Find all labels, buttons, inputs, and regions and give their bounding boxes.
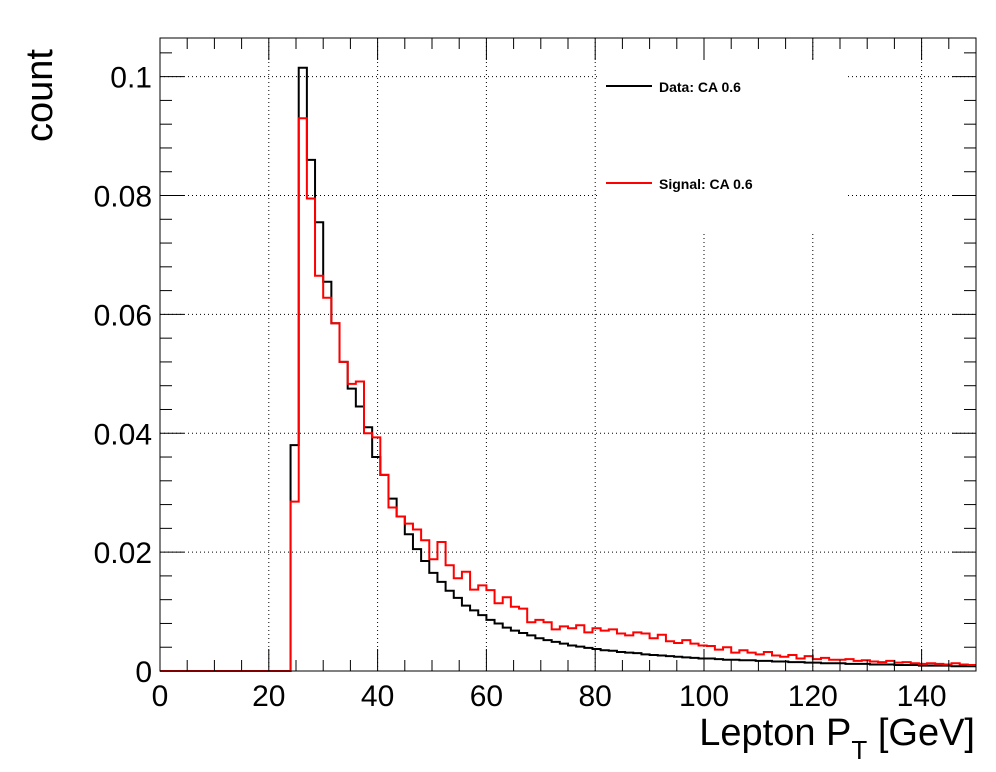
x-tick-label: 40 — [361, 680, 394, 713]
axis-ticks — [159, 38, 977, 672]
y-tick-label: 0.1 — [110, 62, 152, 95]
legend-label-signal: Signal: CA 0.6 — [659, 176, 753, 192]
legend-label-data: Data: CA 0.6 — [659, 79, 741, 95]
legend-box — [597, 60, 847, 232]
x-axis-title: Lepton PT [GeV] — [699, 712, 975, 765]
y-tick-label: 0.04 — [94, 418, 152, 451]
y-tick-label: 0 — [135, 656, 152, 689]
series-lines — [160, 66, 976, 672]
series-signal-line — [160, 117, 976, 672]
y-tick-label: 0.06 — [94, 299, 152, 332]
x-tick-label: 140 — [897, 680, 947, 713]
tick-labels: 0 20 40 60 80 100 120 140 0 0.02 0.04 0.06 0.08 0.1 — [94, 62, 947, 713]
y-tick-label: 0.08 — [94, 181, 152, 214]
y-axis-title: count — [19, 49, 61, 142]
x-tick-label: 100 — [679, 680, 729, 713]
x-tick-label: 20 — [252, 680, 285, 713]
x-tick-label: 120 — [788, 680, 838, 713]
legend: Data: CA 0.6 Signal: CA 0.6 — [597, 60, 847, 232]
x-tick-label: 0 — [152, 680, 169, 713]
y-tick-label: 0.02 — [94, 537, 152, 570]
x-tick-label: 60 — [470, 680, 503, 713]
x-tick-label: 80 — [579, 680, 612, 713]
